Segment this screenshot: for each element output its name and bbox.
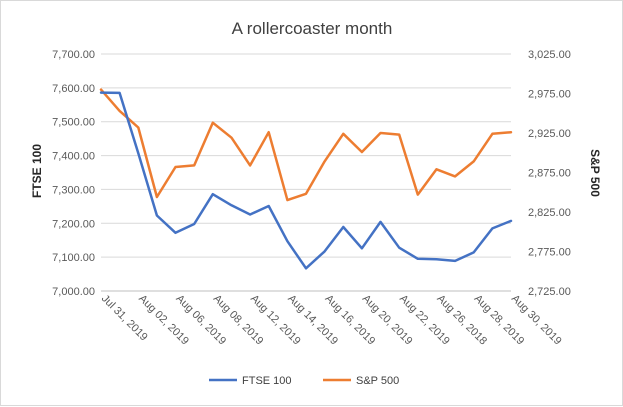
left-axis-title: FTSE 100 (30, 144, 44, 198)
right-axis-tick-label: 2,975.00 (528, 89, 571, 101)
left-axis-tick-label: 7,200.00 (52, 218, 95, 230)
legend-label-sp-500: S&P 500 (356, 375, 399, 387)
left-axis: 7,000.00 7,100.00 7,200.00 7,300.00 7,400.00… (52, 49, 95, 298)
right-axis-tick-label: 3,025.00 (528, 49, 571, 61)
right-axis-tick-label: 2,875.00 (528, 168, 571, 180)
right-axis-tick-label: 2,775.00 (528, 247, 571, 259)
series-line-ftse-100 (99, 91, 513, 270)
right-axis-tick-label: 2,725.00 (528, 286, 571, 298)
right-axis-title: S&P 500 (588, 149, 602, 197)
left-axis-tick-label: 7,600.00 (52, 83, 95, 95)
chart-title: A rollercoaster month (232, 19, 393, 38)
series-layer (99, 88, 513, 270)
legend-label-ftse-100: FTSE 100 (242, 375, 292, 387)
left-axis-tick-label: 7,700.00 (52, 49, 95, 61)
legend: FTSE 100 S&P 500 (209, 375, 399, 387)
left-axis-tick-label: 7,000.00 (52, 286, 95, 298)
left-axis-tick-label: 7,300.00 (52, 184, 95, 196)
series-line-s-p-500 (99, 88, 513, 202)
left-axis-tick-label: 7,400.00 (52, 151, 95, 163)
right-axis-tick-label: 2,925.00 (528, 128, 571, 140)
gridlines (101, 53, 511, 292)
left-axis-tick-label: 7,100.00 (52, 252, 95, 264)
right-axis: 2,725.00 2,775.00 2,825.00 2,875.00 2,925.00… (528, 49, 571, 298)
left-axis-tick-label: 7,500.00 (52, 117, 95, 129)
right-axis-tick-label: 2,825.00 (528, 207, 571, 219)
